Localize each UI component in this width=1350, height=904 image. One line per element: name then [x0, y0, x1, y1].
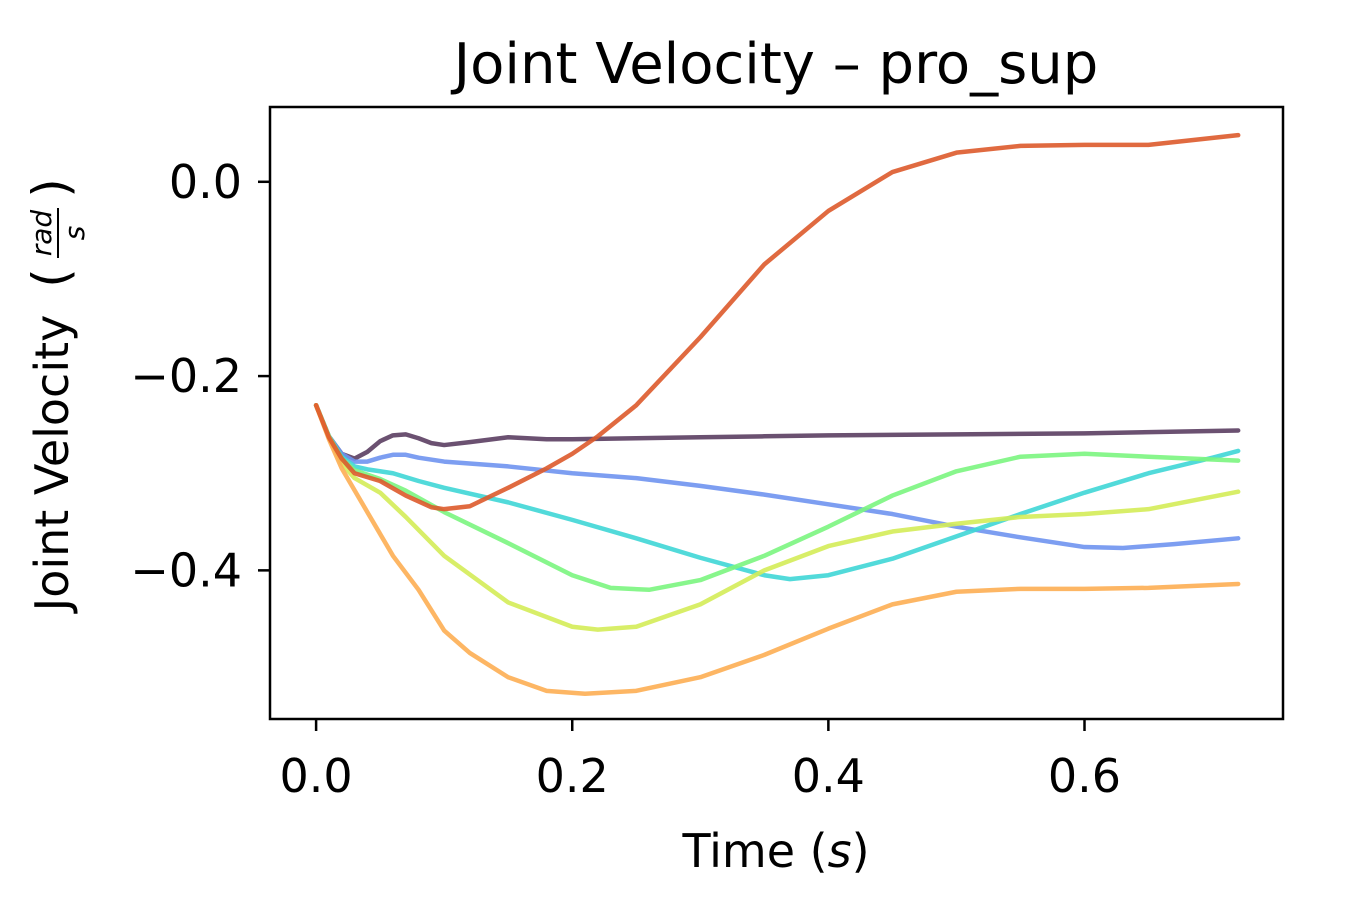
series-line-4	[313, 402, 1241, 593]
x-axis-label-main: Time (	[681, 824, 827, 878]
y-tick-label: 0.0	[169, 155, 242, 209]
x-tick-label: 0.2	[536, 749, 609, 803]
series-line-3	[313, 402, 1241, 582]
y-tick-label: −0.2	[130, 349, 242, 403]
x-tick-label: 0.0	[280, 749, 353, 803]
y-tick-label: −0.4	[130, 543, 242, 597]
chart-title: Joint Velocity – pro_sup	[451, 32, 1099, 97]
y-axis-label-close-paren: )	[22, 178, 80, 198]
x-tick-label: 0.6	[1048, 749, 1121, 803]
series-line-2	[313, 402, 1241, 551]
x-axis-label: Time (s)	[681, 824, 869, 878]
series-layer	[313, 132, 1241, 696]
series-line-5	[313, 402, 1241, 632]
y-axis-label-unit-numerator: rad	[25, 210, 58, 257]
x-axis-label-unit: s	[828, 824, 852, 878]
series-line-7	[313, 132, 1241, 512]
plot-frame	[268, 105, 1285, 721]
x-axis-ticks: 0.0 0.2 0.4 0.6	[280, 719, 1121, 803]
y-axis-ticks: 0.0 −0.2 −0.4	[130, 155, 270, 597]
y-axis-label: Joint Velocity ( rad s )	[22, 178, 91, 614]
series-line-1	[313, 402, 1241, 461]
x-tick-label: 0.4	[792, 749, 865, 803]
y-axis-label-open-paren: (	[22, 268, 80, 288]
y-axis-label-unit-denominator: s	[58, 226, 91, 241]
series-line-6	[313, 402, 1241, 696]
x-axis-label-close: )	[852, 824, 870, 878]
y-axis-label-main: Joint Velocity	[25, 315, 79, 615]
